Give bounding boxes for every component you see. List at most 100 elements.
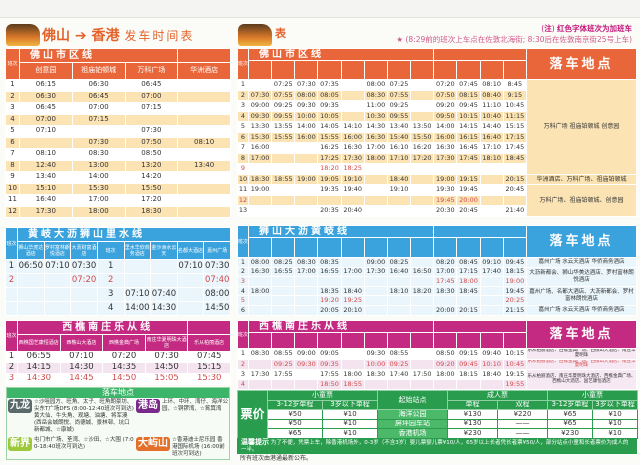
table-row: 4 18:00 18:35 18:40 18:10 18:20 18:30 18:45 19:4…: [237, 285, 637, 306]
trip-no: 3: [5, 373, 18, 385]
departure-time: [340, 358, 365, 371]
trip-no: 10: [5, 182, 20, 195]
price-value: ¥50: [267, 418, 323, 429]
departure-time: 09:00: [363, 257, 388, 268]
departure-time: [340, 89, 365, 101]
table-row: 12 19:45 20:00: [237, 194, 637, 206]
region-lantau-desc: ☆香港迪士尼乐园 香港国际机场 (16:00前班次可到达): [172, 437, 225, 457]
stop-header: [456, 332, 481, 349]
departure-time: 07:25: [386, 79, 412, 91]
departure-time: 09:35: [317, 358, 342, 371]
departure-time: 17:00: [363, 142, 388, 154]
departure-time: 09:00: [247, 100, 273, 112]
trip-no: 7: [237, 142, 249, 154]
stop-header: [294, 60, 319, 80]
stop-header: 名都大酒店: [176, 241, 205, 260]
trip-no: 6: [5, 136, 20, 149]
trip-no: 5: [237, 121, 249, 133]
trip-no: 1: [237, 257, 249, 268]
departure-time: 09:20: [433, 358, 458, 371]
table-row: 10 18:30 18:55 19:00 19:05 19:10 18:40 19:00 19:…: [237, 173, 637, 185]
bus-logo-icon: [238, 24, 272, 46]
departure-time: [363, 184, 388, 196]
stop-header: [386, 332, 412, 349]
departure-time: 19:40: [340, 184, 365, 196]
departure-time: 19:35: [317, 184, 342, 196]
departure-time: 08:00: [203, 287, 231, 302]
stop-header: 里水华欣商务酒店: [123, 241, 152, 260]
table-row: 6 15:30 15:55 16:00 15:55 16:00 16:30 15:40 15:5…: [237, 131, 637, 143]
departure-time: [271, 142, 296, 154]
departure-time: 14:05: [317, 121, 342, 133]
departure-time: 16:45: [456, 142, 481, 154]
blank-header: [187, 320, 231, 335]
departure-time: [363, 205, 388, 217]
departure-time: 15:15: [502, 121, 528, 133]
departure-time: 08:10: [19, 148, 73, 161]
departure-time: [247, 304, 273, 316]
stop-header: 南庄华夏明珠大酒店: [144, 334, 189, 352]
departure-time: 10:00: [294, 110, 319, 122]
departure-time: 18:00: [363, 152, 388, 164]
blank-header: [433, 48, 527, 61]
col-header: 单程: [447, 399, 498, 410]
departure-time: [247, 276, 273, 287]
route-title: 佛山市区线: [18, 48, 179, 63]
stop-header: [294, 237, 319, 258]
departure-time: [17, 301, 45, 316]
table-row: 8 12:40 13:00 13:20 13:40: [5, 159, 231, 172]
departure-time: 08:55: [386, 348, 412, 360]
departure-time: [70, 287, 98, 302]
departure-time: 18:25: [340, 163, 365, 175]
departure-time: 07:30: [144, 351, 189, 363]
table-row: 10 15:10 15:30 15:50: [5, 182, 231, 195]
table-row: 9 13:40 14:00 14:20: [5, 171, 231, 184]
departure-time: [271, 285, 296, 297]
departure-time: 16:25: [317, 142, 342, 154]
departure-time: 08:35: [317, 257, 342, 268]
departure-time: 08:00: [363, 79, 388, 91]
departure-time: [271, 276, 296, 287]
region-kowloon: 九龙: [8, 399, 32, 413]
departure-time: 18:15: [502, 266, 528, 278]
departure-time: [410, 276, 435, 287]
table-row: 3 06:45 07:00 07:15: [5, 102, 231, 115]
price-value: ¥130: [447, 409, 498, 420]
departure-time: [294, 276, 319, 287]
departure-time: 18:55: [340, 379, 365, 391]
trip-no: 2: [5, 90, 20, 103]
drop-off-points: 嘉州广场 水云天酒店 华侨商务酒店: [526, 304, 637, 316]
departure-time: 15:05: [144, 373, 189, 385]
trip-no-header: 班次: [237, 225, 249, 258]
departure-time: 18:40: [340, 285, 365, 297]
departure-time: 10:10: [479, 358, 504, 371]
trip-no: 10: [237, 173, 249, 185]
departure-time: [150, 259, 178, 274]
departure-time: 15:10: [19, 182, 73, 195]
departure-time: 08:45: [456, 257, 481, 268]
departure-time: 17:30: [340, 152, 365, 164]
departure-time: [317, 194, 342, 206]
stop-header: [271, 237, 296, 258]
departure-time: 17:40: [386, 369, 412, 381]
route-title: 佛山市区线: [247, 48, 435, 61]
departure-time: 07:45: [456, 79, 481, 91]
trip-no-header: 班次: [5, 320, 18, 352]
departure-time: 14:00: [433, 121, 458, 133]
departure-time: 14:20: [124, 171, 179, 184]
departure-time: 07:30: [203, 259, 231, 274]
departure-time: 17:25: [317, 152, 342, 164]
table-row: 1 07:25 07:30 07:35 08:00 07:25 07:20 07:45 08:1…: [237, 79, 637, 175]
departure-time: 14:45: [59, 373, 104, 385]
table-row: 3 14:30 14:45 14:50 15:05 15:30: [5, 373, 231, 385]
departure-time: [410, 295, 435, 306]
table-row: 13 20:35 20:40 20:30 20:45 21:40: [237, 205, 637, 217]
stop-header: [363, 237, 388, 258]
departure-time: [123, 273, 152, 288]
departure-time: 16:30: [340, 142, 365, 154]
departure-time: 20:00: [433, 304, 458, 316]
departure-time: 08:25: [386, 257, 412, 268]
departure-time: [150, 273, 178, 288]
departure-time: [294, 194, 319, 206]
departure-time: [70, 301, 98, 316]
